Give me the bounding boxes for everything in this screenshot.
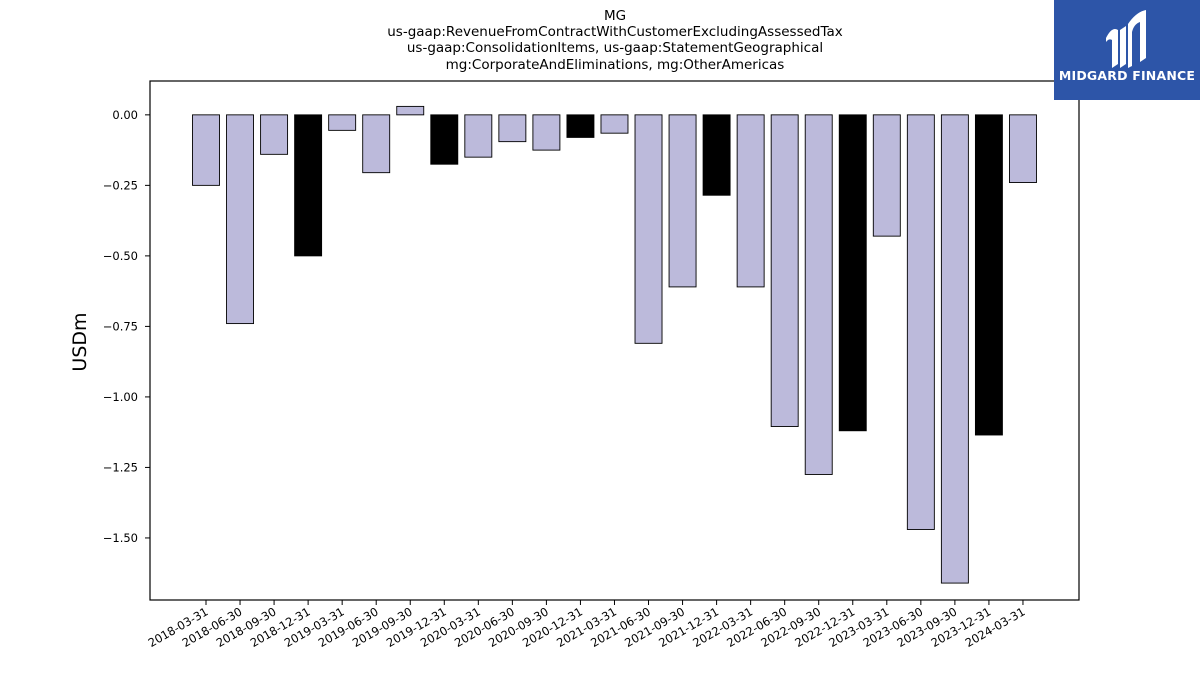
- chart-title: MG us-gaap:RevenueFromContractWithCustom…: [387, 8, 843, 73]
- bar-2024-03-31: [1009, 114, 1037, 183]
- bar-2018-03-31: [192, 114, 220, 186]
- bar-2020-09-30: [532, 114, 561, 151]
- chart-title-line-3: us-gaap:ConsolidationItems, us-gaap:Stat…: [407, 40, 823, 56]
- bar-2019-12-31: [430, 114, 459, 165]
- chart-title-line-1: MG: [604, 8, 626, 24]
- bar-2023-03-31: [872, 114, 901, 237]
- y-tick-label: 0.00: [112, 108, 138, 122]
- y-tick-label: −0.75: [103, 319, 138, 333]
- bar-2020-03-31: [464, 114, 493, 158]
- chart-title-line-4: mg:CorporateAndEliminations, mg:OtherAme…: [446, 57, 785, 73]
- bar-2018-06-30: [226, 114, 254, 325]
- y-tick-label: −0.50: [103, 249, 138, 263]
- x-axis-ticks: 2018-03-312018-06-302018-09-302018-12-31…: [146, 600, 1027, 650]
- y-tick-label: −1.00: [103, 390, 138, 404]
- chart-title-line-2: us-gaap:RevenueFromContractWithCustomerE…: [387, 24, 843, 40]
- bar-2021-03-31: [600, 114, 629, 134]
- bar-2019-09-30: [396, 105, 425, 116]
- bar-2019-06-30: [362, 114, 391, 174]
- brand-logo: MIDGARD FINANCE: [1054, 0, 1200, 100]
- y-tick-label: −0.25: [103, 178, 138, 192]
- y-axis-label: USDm: [69, 312, 91, 371]
- bar-2022-03-31: [736, 114, 765, 288]
- bar-2020-06-30: [498, 114, 527, 143]
- bar-2022-12-31: [838, 114, 867, 432]
- bar-2018-12-31: [294, 114, 323, 257]
- bar-2018-09-30: [260, 114, 289, 155]
- bar-2023-06-30: [906, 114, 935, 530]
- bar-2022-09-30: [804, 114, 833, 475]
- bar-2023-12-31: [974, 114, 1003, 436]
- brand-name: MIDGARD FINANCE: [1058, 68, 1196, 83]
- y-tick-label: −1.50: [103, 531, 138, 545]
- bar-2021-09-30: [668, 114, 697, 288]
- bar-2021-12-31: [702, 114, 731, 196]
- bars: [192, 105, 1037, 584]
- bar-2023-09-30: [940, 114, 969, 584]
- brand-logo-mark-icon: [1106, 10, 1146, 68]
- bar-2019-03-31: [328, 114, 357, 131]
- plot-frame: [149, 80, 1080, 601]
- bar-2022-06-30: [770, 114, 799, 427]
- y-axis-ticks: 0.00 −0.25 −0.50 −0.75 −1.00 −1.25 −1.50: [103, 108, 150, 545]
- bar-2021-06-30: [634, 114, 663, 344]
- y-tick-label: −1.25: [103, 460, 138, 474]
- bar-2020-12-31: [566, 114, 595, 138]
